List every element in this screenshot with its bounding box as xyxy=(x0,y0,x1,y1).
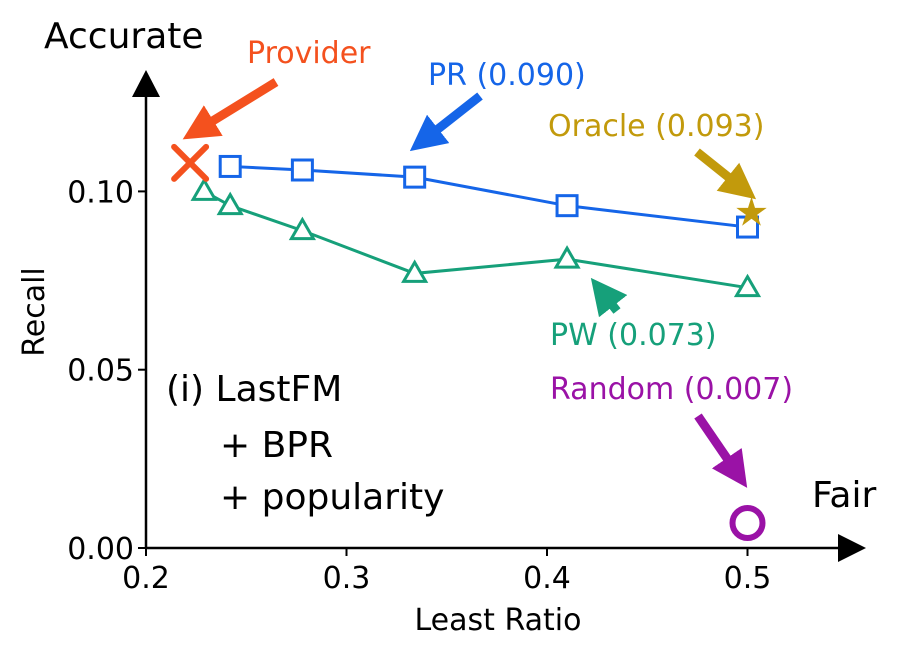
pw-point xyxy=(216,191,244,216)
pw-point xyxy=(733,273,762,298)
x-tick-label: 0.4 xyxy=(523,561,571,596)
panel-label-line-1: (i) LastFM xyxy=(166,369,342,410)
y-tick-label: 0.00 xyxy=(67,532,134,567)
pw-point xyxy=(553,245,581,269)
y-tick-label: 0.10 xyxy=(67,175,134,210)
pr-annotation: PR (0.090) xyxy=(428,58,586,93)
accurate-label: Accurate xyxy=(44,16,204,57)
random-annotation: Random (0.007) xyxy=(550,372,793,407)
fair-label: Fair xyxy=(812,475,876,516)
panel-label-line-3: + popularity xyxy=(220,477,444,518)
x-tick-label: 0.3 xyxy=(323,561,371,596)
plot-area xyxy=(171,143,767,542)
pr-point xyxy=(218,154,242,178)
pr-point xyxy=(290,158,314,182)
pw-annotation: PW (0.073) xyxy=(550,318,717,353)
pw-point xyxy=(288,216,316,241)
x-axis-arrowhead xyxy=(838,534,866,562)
oracle-arrow xyxy=(694,148,757,200)
provider-point xyxy=(171,143,210,182)
provider-arrow xyxy=(182,78,279,140)
pw-series-line xyxy=(203,190,748,290)
provider-x-stroke xyxy=(171,143,210,182)
x-tick-label: 0.5 xyxy=(724,561,772,596)
random-arrow xyxy=(694,413,748,488)
x-ticks: 0.2 0.3 0.4 0.5 xyxy=(122,548,771,596)
oracle-annotation: Oracle (0.093) xyxy=(548,109,764,144)
pr-point xyxy=(555,194,579,218)
y-axis-arrowhead xyxy=(132,70,160,97)
x-axis-title: Least Ratio xyxy=(415,603,582,638)
provider-annotation: Provider xyxy=(247,36,371,71)
oracle-point xyxy=(736,196,767,226)
pr-arrow xyxy=(409,92,483,152)
x-tick-label: 0.2 xyxy=(122,561,170,596)
random-point xyxy=(729,505,766,542)
panel-label-line-2: + BPR xyxy=(220,425,333,466)
pw-arrow xyxy=(590,277,628,318)
pw-point xyxy=(401,259,429,283)
y-tick-label: 0.05 xyxy=(67,354,134,389)
y-axis-title: Recall xyxy=(17,267,52,357)
y-ticks: 0.00 0.05 0.10 xyxy=(67,175,146,567)
pr-point xyxy=(403,165,427,189)
pw-point xyxy=(190,177,218,201)
